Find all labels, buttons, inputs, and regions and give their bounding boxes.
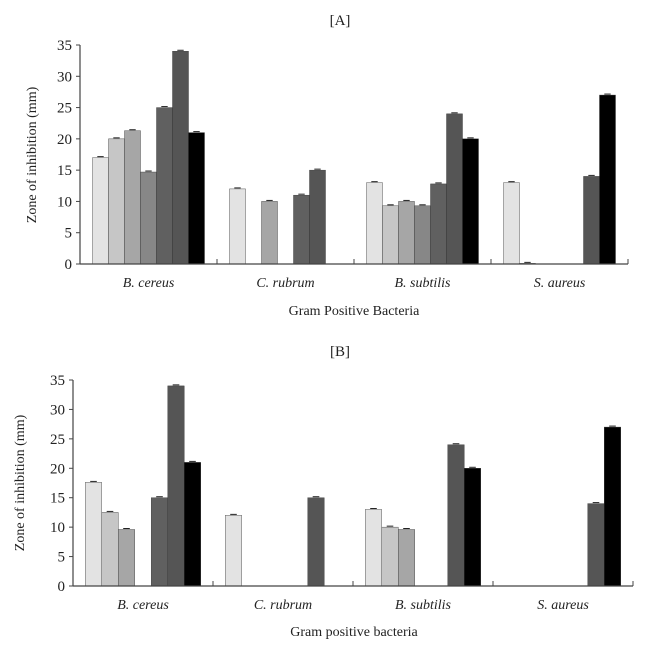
bar: [167, 385, 185, 587]
bar: [587, 503, 605, 587]
bar: [366, 182, 383, 265]
bar: [447, 444, 465, 587]
bar: [261, 201, 278, 265]
bar: [604, 426, 621, 587]
bar: [464, 468, 481, 587]
x-tick-label: B. cereus: [123, 276, 175, 291]
bar: [382, 205, 399, 265]
y-tick-label: 30: [57, 69, 72, 85]
bar: [503, 182, 520, 265]
bar: [229, 188, 246, 265]
y-axis-label: Zone of inhibition (mm): [25, 86, 40, 223]
bar: [172, 51, 189, 265]
x-axis-label: Gram positive bacteria: [290, 625, 418, 640]
y-tick-label: 0: [58, 579, 66, 595]
y-tick-label: 5: [58, 550, 66, 566]
x-tick-label: B. cereus: [117, 598, 169, 613]
chart-panel-a: [A] Zone of inhibition (mm) Gram Positiv…: [25, 13, 629, 319]
bar: [309, 169, 326, 265]
y-tick-label: 25: [57, 101, 72, 117]
y-tick-label: 25: [50, 432, 65, 448]
bar: [430, 183, 447, 265]
bar: [225, 515, 242, 587]
bar: [398, 201, 415, 265]
bar: [188, 132, 205, 265]
bar: [108, 138, 125, 265]
x-tick-label: S. aureus: [537, 598, 589, 613]
y-tick-label: 10: [57, 194, 72, 210]
y-tick-label: 35: [57, 38, 72, 54]
chart-title: [A]: [330, 13, 351, 29]
y-tick-label: 20: [57, 132, 72, 148]
x-tick-label: S. aureus: [534, 276, 586, 291]
y-tick-label: 5: [65, 226, 73, 242]
y-tick-label: 15: [50, 491, 65, 507]
bar: [414, 205, 431, 265]
bar: [381, 526, 399, 587]
y-tick-label: 10: [50, 520, 65, 536]
bar: [101, 512, 119, 587]
bar: [398, 529, 415, 587]
bar: [462, 138, 479, 265]
y-tick-label: 30: [50, 402, 65, 418]
x-tick-label: C. rubrum: [254, 598, 312, 613]
y-tick-label: 20: [50, 461, 65, 477]
bar: [92, 157, 109, 265]
x-tick-label: C. rubrum: [256, 276, 314, 291]
x-tick-label: B. subtilis: [395, 598, 452, 613]
bar: [140, 171, 157, 265]
chart-title: [B]: [330, 344, 350, 360]
bar: [85, 482, 102, 587]
bar: [156, 107, 173, 265]
bar: [151, 497, 168, 587]
x-axis-label: Gram Positive Bacteria: [289, 304, 420, 319]
bar: [184, 462, 201, 587]
bar: [118, 529, 135, 587]
y-tick-label: 0: [65, 257, 73, 273]
bar: [599, 94, 616, 265]
bar: [583, 176, 600, 265]
chart-panel-b: [B] Zone of inhibition (mm) Gram positiv…: [13, 344, 634, 640]
bar: [365, 509, 382, 587]
bar: [124, 130, 141, 265]
bar: [446, 113, 463, 265]
y-axis-label: Zone of inhibition (mm): [13, 414, 28, 551]
bar: [307, 497, 325, 587]
x-tick-label: B. subtilis: [394, 276, 451, 291]
bar: [293, 194, 310, 265]
y-tick-label: 15: [57, 163, 72, 179]
y-tick-label: 35: [50, 373, 65, 389]
